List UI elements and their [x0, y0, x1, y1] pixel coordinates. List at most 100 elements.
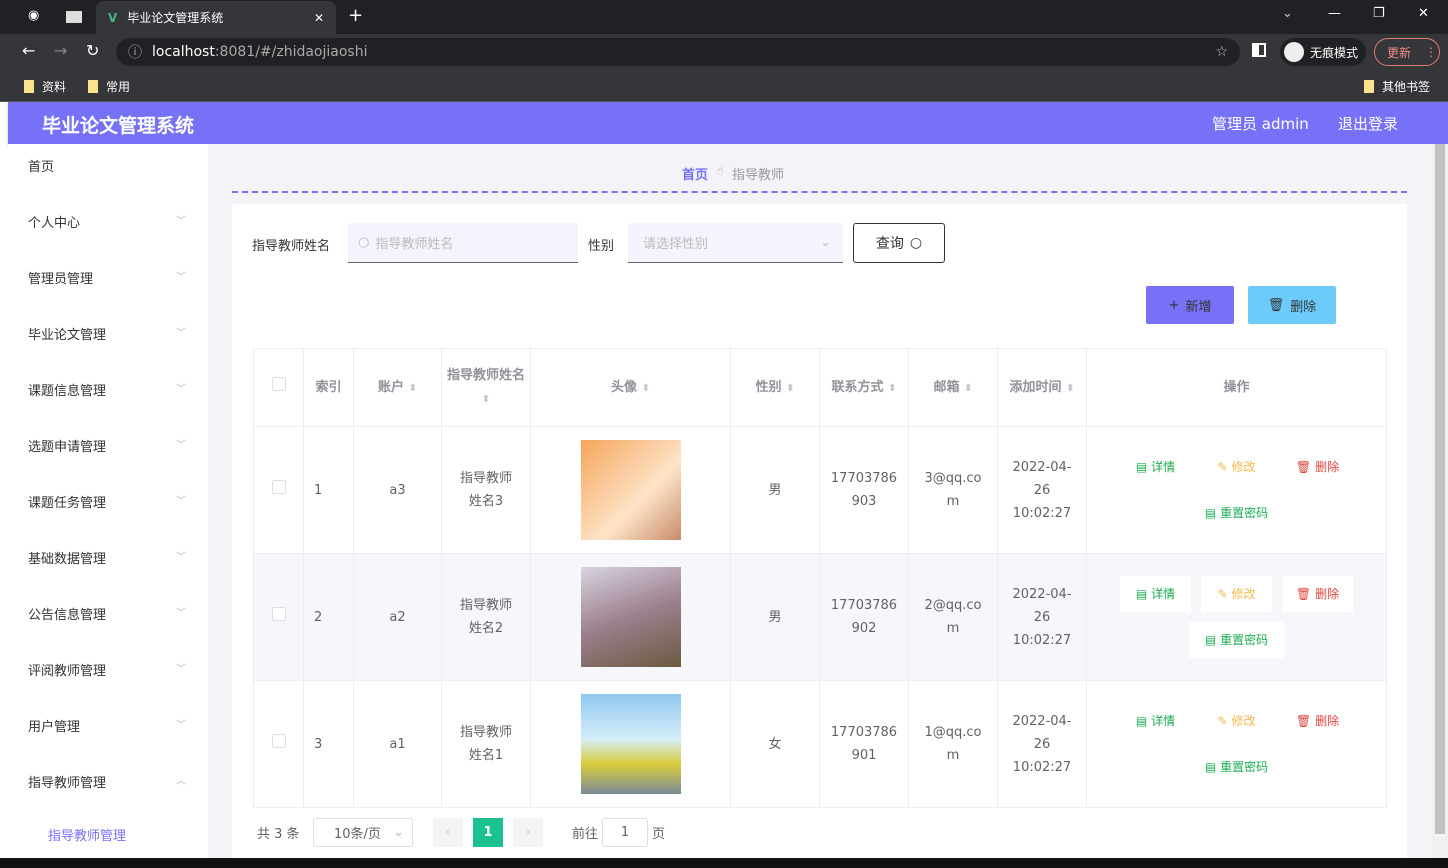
- detail-label: 详情: [1151, 586, 1176, 601]
- row-select[interactable]: [253, 426, 304, 554]
- scrollbar[interactable]: [1432, 144, 1448, 858]
- sidebar-item[interactable]: 个人中心 ﹀: [28, 212, 186, 231]
- sort-icon[interactable]: ⬍: [641, 382, 650, 394]
- column-header[interactable]: 指导教师姓名 ⬍: [441, 348, 531, 427]
- sidebar-item[interactable]: 毕业论文管理 ﹀: [28, 324, 186, 343]
- sidebar-item[interactable]: 用户管理 ﹀: [28, 716, 186, 735]
- goto-page-input[interactable]: 1: [602, 818, 648, 847]
- sidebar-item-label: 课题任务管理: [28, 496, 107, 511]
- chevron-down-icon: ⌄: [820, 235, 831, 250]
- forward-icon[interactable]: →: [54, 41, 68, 60]
- batch-delete-button[interactable]: 🗑 删除: [1248, 286, 1336, 324]
- checkbox[interactable]: [271, 733, 286, 748]
- sort-icon[interactable]: ⬍: [481, 394, 491, 405]
- sidebar-item[interactable]: 公告信息管理 ﹀: [28, 604, 186, 623]
- checkbox[interactable]: [271, 377, 286, 391]
- row-select[interactable]: [253, 553, 304, 681]
- sort-icon[interactable]: ⬍: [1066, 382, 1075, 394]
- checkbox[interactable]: [271, 479, 286, 494]
- sidebar-item[interactable]: 课题任务管理 ﹀: [28, 492, 186, 511]
- tab-search-icon[interactable]: ⌄: [1282, 6, 1293, 21]
- name-search-input[interactable]: ○ 指导教师姓名: [348, 223, 578, 263]
- edit-button[interactable]: ✎ 修改: [1201, 703, 1272, 739]
- select-all[interactable]: [253, 348, 304, 427]
- column-header[interactable]: 邮箱 ⬍: [908, 348, 998, 427]
- column-header[interactable]: 添加时间 ⬍: [997, 348, 1087, 427]
- reload-icon[interactable]: ↻: [86, 41, 100, 60]
- chevron-down-icon: ﹀: [176, 608, 186, 619]
- browser-tab[interactable]: V 毕业论文管理系统 ✕: [96, 1, 336, 34]
- gender-value: 女: [768, 736, 782, 752]
- column-header[interactable]: 性别 ⬍: [730, 348, 820, 427]
- add-button[interactable]: + 新增: [1146, 286, 1234, 324]
- sort-icon[interactable]: ⬍: [888, 382, 897, 394]
- column-header[interactable]: 账户 ⬍: [353, 348, 442, 427]
- close-window-icon[interactable]: ✕: [1418, 6, 1429, 21]
- detail-button[interactable]: ▤ 详情: [1120, 576, 1191, 612]
- next-page-button[interactable]: ›: [513, 818, 543, 847]
- sidebar-item[interactable]: 管理员管理 ﹀: [28, 268, 186, 287]
- minimize-icon[interactable]: —: [1328, 6, 1341, 21]
- delete-button[interactable]: 🗑 删除: [1282, 703, 1353, 739]
- checkbox[interactable]: [271, 606, 286, 621]
- document-icon: ▤: [1204, 505, 1217, 520]
- back-icon[interactable]: ←: [22, 41, 36, 60]
- sort-icon[interactable]: ⬍: [408, 382, 417, 394]
- close-tab-icon[interactable]: ✕: [313, 10, 324, 25]
- edit-button[interactable]: ✎ 修改: [1201, 576, 1272, 612]
- sidebar-item[interactable]: 首页: [28, 156, 54, 175]
- logout-link[interactable]: 退出登录: [1338, 115, 1399, 133]
- column-header: 索引: [303, 348, 354, 427]
- delete-button[interactable]: 🗑 删除: [1282, 449, 1353, 485]
- cell-actions: ▤ 详情 ✎ 修改 🗑 删除 ▤ 重置密码: [1086, 553, 1387, 681]
- bookmark-label: 其他书签: [1382, 80, 1431, 94]
- phone-value: 17703786902: [830, 598, 898, 636]
- reset-password-button[interactable]: ▤ 重置密码: [1189, 495, 1284, 531]
- sidebar-item-label: 公告信息管理: [28, 608, 107, 623]
- reset-password-button[interactable]: ▤ 重置密码: [1189, 622, 1284, 658]
- detail-button[interactable]: ▤ 详情: [1120, 703, 1191, 739]
- incognito-badge[interactable]: 无痕模式: [1280, 38, 1366, 66]
- sidebar-item-label: 选题申请管理: [28, 440, 107, 455]
- row-select[interactable]: [253, 680, 304, 808]
- chevron-down-icon: ﹀: [176, 384, 186, 395]
- breadcrumb-home[interactable]: 首页: [682, 168, 709, 183]
- address-bar[interactable]: ⓘ localhost:8081/#/zhidaojiaoshi ☆: [116, 38, 1240, 66]
- trash-icon: 🗑: [1295, 713, 1312, 728]
- restore-icon[interactable]: ❐: [1373, 6, 1385, 21]
- sidebar-item[interactable]: 指导教师管理 ︿: [28, 772, 186, 791]
- update-button[interactable]: 更新 ⋮: [1374, 38, 1440, 66]
- new-tab-icon[interactable]: +: [348, 5, 364, 26]
- sort-icon[interactable]: ⬍: [786, 382, 795, 394]
- sort-icon[interactable]: ⬍: [964, 382, 973, 394]
- sidebar-subitem-teacher[interactable]: 指导教师管理: [48, 829, 127, 844]
- query-button[interactable]: 查询 ○: [853, 223, 945, 263]
- delete-button[interactable]: 🗑 删除: [1282, 576, 1353, 612]
- header-label: 联系方式: [831, 379, 884, 395]
- detail-button[interactable]: ▤ 详情: [1120, 449, 1191, 485]
- sidebar-icon[interactable]: [1252, 43, 1266, 57]
- pencil-icon: ✎: [1217, 586, 1228, 601]
- page-size-select[interactable]: 10条/页 ⌄: [313, 818, 413, 847]
- plus-icon: +: [1168, 297, 1180, 313]
- edit-label: 修改: [1231, 459, 1256, 474]
- star-icon[interactable]: ☆: [1215, 44, 1228, 60]
- gender-select[interactable]: 请选择性别 ⌄: [628, 223, 843, 263]
- tab-icon[interactable]: [66, 11, 82, 23]
- sidebar-item[interactable]: 评阅教师管理 ﹀: [28, 660, 186, 679]
- page-1-button[interactable]: 1: [473, 818, 503, 847]
- sidebar-item[interactable]: 课题信息管理 ﹀: [28, 380, 186, 399]
- reset-password-button[interactable]: ▤ 重置密码: [1189, 749, 1284, 785]
- sidebar-item[interactable]: 选题申请管理 ﹀: [28, 436, 186, 455]
- column-header[interactable]: 联系方式 ⬍: [819, 348, 909, 427]
- bookmark-folder[interactable]: 资料: [24, 78, 66, 95]
- time-value: 2022-04-26 10:02:27: [1012, 586, 1072, 648]
- cell-gender: 男: [730, 553, 820, 681]
- globe-icon[interactable]: ◉: [28, 8, 40, 23]
- column-header[interactable]: 头像 ⬍: [530, 348, 731, 427]
- prev-page-button[interactable]: ‹: [433, 818, 463, 847]
- other-bookmarks[interactable]: 其他书签: [1364, 78, 1430, 95]
- bookmark-folder[interactable]: 常用: [88, 78, 130, 95]
- edit-button[interactable]: ✎ 修改: [1201, 449, 1272, 485]
- sidebar-item[interactable]: 基础数据管理 ﹀: [28, 548, 186, 567]
